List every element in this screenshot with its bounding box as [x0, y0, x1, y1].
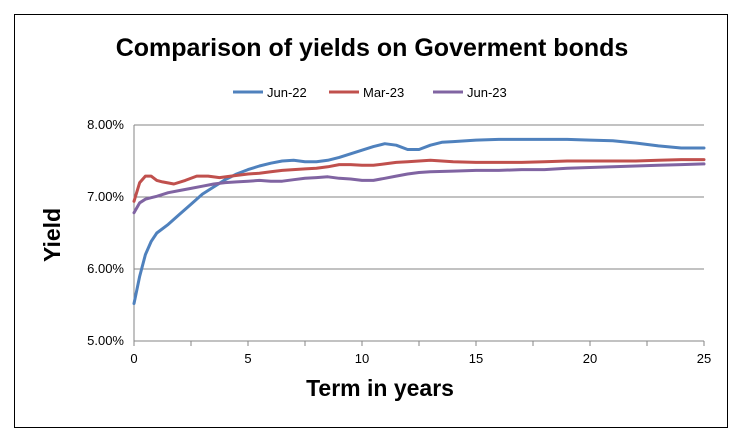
chart-frame — [14, 14, 728, 428]
x-tick-labels: 0 5 10 15 20 25 — [130, 351, 711, 366]
legend: Jun-22 Mar-23 Jun-23 — [233, 85, 507, 100]
series-line-mar-23 — [132, 158, 706, 203]
legend-label: Mar-23 — [363, 85, 404, 100]
legend-label: Jun-23 — [467, 85, 507, 100]
x-tick-label: 10 — [355, 351, 369, 366]
x-tick-label: 15 — [469, 351, 483, 366]
x-tick-label: 25 — [697, 351, 711, 366]
gridlines — [134, 124, 704, 270]
y-tick-labels: 5.00% 6.00% 7.00% 8.00% — [87, 117, 124, 348]
y-tick-label: 8.00% — [87, 117, 124, 132]
chart-title: Comparison of yields on Goverment bonds — [116, 34, 629, 62]
x-tick-label: 20 — [583, 351, 597, 366]
y-axis-title: Yield — [39, 208, 65, 262]
series-line-jun-23 — [132, 162, 706, 215]
series-line-jun-22 — [132, 137, 706, 306]
legend-label: Jun-22 — [267, 85, 307, 100]
x-axis-title: Term in years — [306, 375, 454, 401]
x-tick-label: 0 — [130, 351, 137, 366]
axes — [133, 125, 705, 346]
x-tick-label: 5 — [244, 351, 251, 366]
y-tick-label: 7.00% — [87, 189, 124, 204]
y-tick-label: 6.00% — [87, 261, 124, 276]
y-tick-label: 5.00% — [87, 333, 124, 348]
series-lines — [132, 137, 706, 306]
